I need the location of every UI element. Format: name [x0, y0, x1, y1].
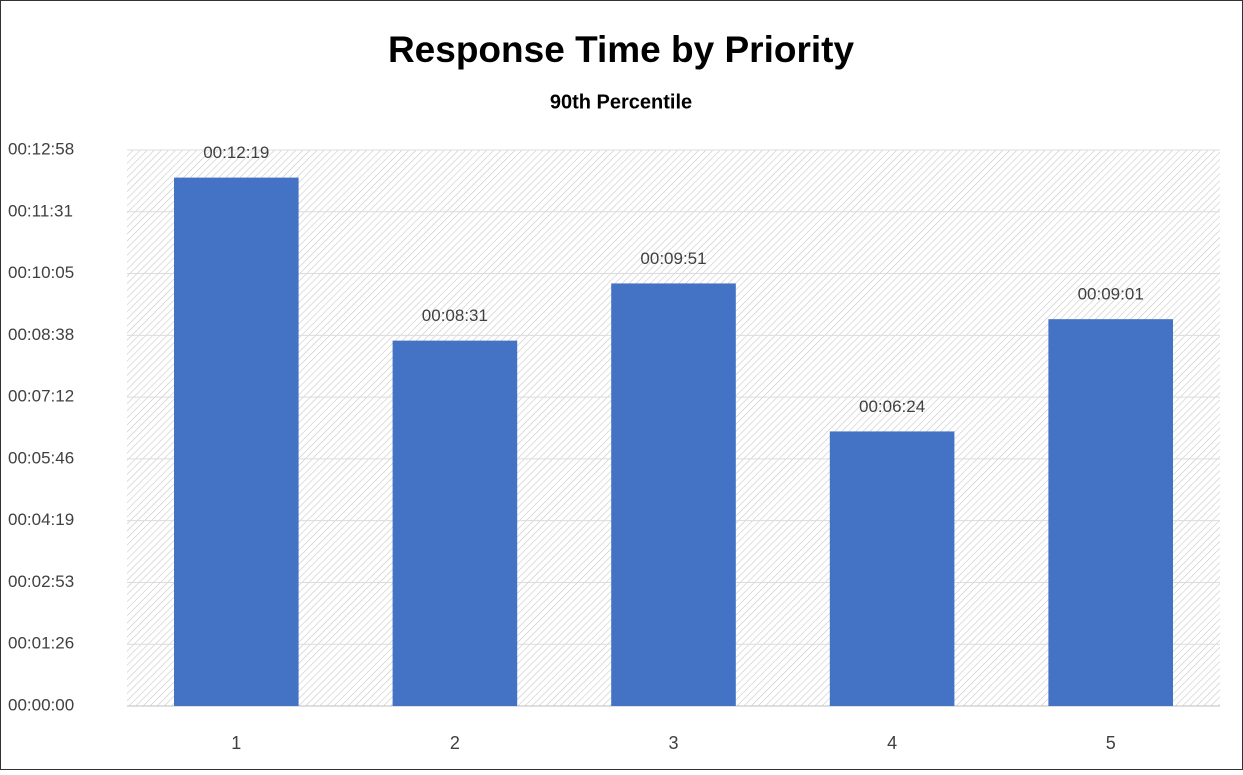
y-tick-label: 00:10:05 [8, 263, 74, 282]
y-tick-label: 00:04:19 [8, 510, 74, 529]
y-tick-label: 00:05:46 [8, 448, 74, 467]
x-tick-label: 1 [231, 733, 241, 753]
data-label: 00:09:51 [640, 249, 706, 268]
x-tick-label: 4 [887, 733, 897, 753]
y-tick-label: 00:08:38 [8, 325, 74, 344]
bar [392, 340, 518, 706]
y-tick-label: 00:07:12 [8, 387, 74, 406]
y-tick-label: 00:11:31 [8, 201, 73, 220]
x-tick-label: 3 [668, 733, 678, 753]
y-tick-label: 00:00:00 [8, 695, 74, 714]
y-tick-label: 00:01:26 [8, 634, 74, 653]
bar [829, 431, 955, 706]
bar [1048, 319, 1174, 706]
data-label: 00:08:31 [422, 306, 488, 325]
data-label: 00:09:01 [1078, 285, 1144, 304]
data-label: 00:06:24 [859, 397, 925, 416]
bar [173, 177, 299, 706]
x-tick-label: 2 [450, 733, 460, 753]
data-label: 00:12:19 [203, 143, 269, 162]
chart-subtitle: 90th Percentile [550, 91, 692, 113]
y-tick-label: 00:02:53 [8, 572, 74, 591]
chart-title: Response Time by Priority [388, 29, 854, 70]
bar [611, 283, 736, 706]
x-tick-label: 5 [1106, 733, 1116, 753]
y-tick-label: 00:12:58 [8, 139, 74, 158]
